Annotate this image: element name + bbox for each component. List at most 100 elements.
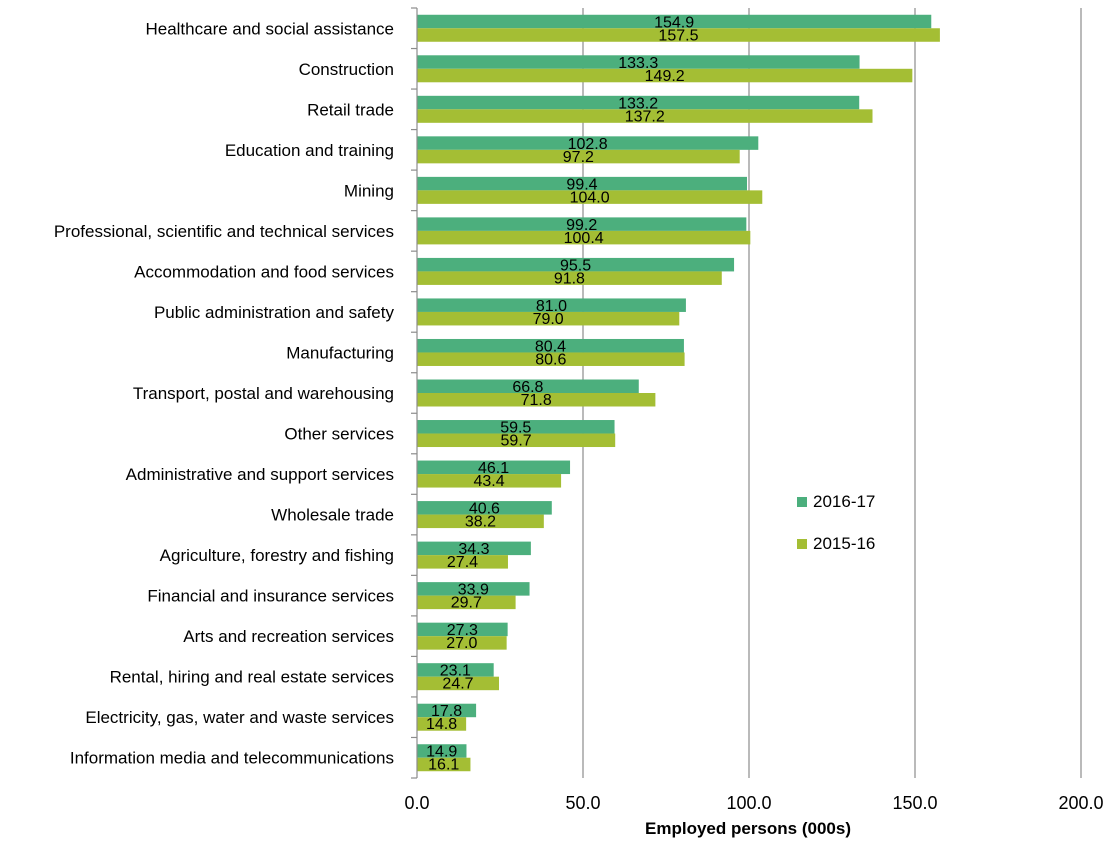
category-label: Retail trade	[307, 100, 394, 119]
data-label: 40.6	[469, 501, 500, 518]
data-label: 133.3	[618, 55, 658, 72]
bar-2016-17	[417, 744, 467, 758]
data-label: 133.2	[618, 95, 658, 112]
bar-2015-16	[417, 555, 508, 569]
bars	[417, 14, 940, 772]
data-label: 154.9	[654, 14, 694, 31]
data-label: 99.4	[566, 176, 597, 193]
bar-2015-16	[417, 311, 680, 326]
data-label: 17.8	[431, 703, 462, 720]
data-label: 80.4	[535, 338, 566, 355]
bar-2015-16	[417, 28, 940, 42]
legend-label: 2016-17	[813, 492, 875, 511]
category-label: Education and training	[225, 141, 394, 160]
bar-2016-17	[417, 582, 530, 596]
data-label: 59.7	[501, 433, 532, 450]
bar-2015-16	[417, 352, 685, 366]
category-label: Financial and insurance services	[147, 587, 394, 606]
category-label: Accommodation and food services	[134, 262, 394, 281]
category-label: Healthcare and social assistance	[145, 19, 394, 38]
data-label: 95.5	[560, 257, 591, 274]
data-label: 27.4	[447, 554, 478, 571]
legend-swatch	[797, 497, 807, 507]
bar-2016-17	[417, 55, 860, 69]
category-label: Transport, postal and warehousing	[133, 384, 394, 403]
data-label: 149.2	[645, 68, 685, 85]
data-label: 14.9	[426, 744, 457, 761]
bar-2015-16	[417, 757, 471, 772]
data-label: 100.4	[564, 230, 604, 247]
data-label: 27.3	[447, 622, 478, 639]
bar-2016-17	[417, 703, 477, 718]
bar-2016-17	[417, 217, 747, 231]
x-tick-label: 200.0	[1058, 793, 1103, 813]
data-label: 137.2	[625, 108, 665, 125]
data-label: 71.8	[521, 392, 552, 409]
category-label: Information media and telecommunications	[70, 749, 394, 768]
bar-2016-17	[417, 136, 759, 150]
data-label: 43.4	[473, 473, 504, 490]
category-label: Rental, hiring and real estate services	[110, 668, 394, 687]
data-label: 91.8	[554, 270, 585, 287]
data-label: 81.0	[536, 298, 567, 315]
bar-2016-17	[417, 338, 684, 353]
category-label: Manufacturing	[286, 343, 394, 362]
x-axis-title: Employed persons (000s)	[645, 819, 851, 838]
bar-2015-16	[417, 68, 913, 83]
category-label: Administrative and support services	[126, 465, 394, 484]
data-label: 23.1	[440, 663, 471, 680]
x-tick-label: 0.0	[404, 793, 429, 813]
data-label: 34.3	[458, 541, 489, 558]
data-label: 97.2	[563, 149, 594, 166]
bar-2015-16	[417, 676, 500, 691]
bar-2016-17	[417, 663, 494, 677]
bar-2015-16	[417, 717, 467, 731]
bar-2015-16	[417, 636, 507, 650]
axes: 0.0 50.0 100.0 150.0 200.0	[404, 7, 1104, 813]
data-label: 14.8	[426, 716, 457, 733]
data-label: 79.0	[533, 311, 564, 328]
bar-2015-16	[417, 230, 751, 245]
category-label: Wholesale trade	[271, 506, 394, 525]
data-label: 104.0	[570, 189, 610, 206]
data-label: 59.5	[500, 420, 531, 437]
data-label: 29.7	[451, 595, 482, 612]
bar-2016-17	[417, 176, 748, 191]
bar-2015-16	[417, 109, 873, 123]
x-tick-label: 50.0	[565, 793, 600, 813]
bar-2015-16	[417, 433, 616, 448]
data-label: 24.7	[442, 676, 473, 693]
x-tick-label: 100.0	[726, 793, 771, 813]
data-label: 80.6	[535, 351, 566, 368]
category-label: Agriculture, forestry and fishing	[160, 546, 394, 565]
legend-swatch	[797, 539, 807, 549]
bar-2015-16	[417, 474, 562, 488]
legend: 2016-17 2015-16	[797, 492, 875, 553]
category-label: Public administration and safety	[154, 303, 395, 322]
bar-2016-17	[417, 541, 531, 556]
category-label: Professional, scientific and technical s…	[54, 222, 394, 241]
bar-2016-17	[417, 298, 686, 312]
data-label: 157.5	[658, 27, 698, 44]
category-label: Mining	[344, 181, 394, 200]
bar-2015-16	[417, 514, 544, 529]
bar-2016-17	[417, 501, 552, 515]
bar-2016-17	[417, 379, 639, 393]
category-label: Electricity, gas, water and waste servic…	[85, 708, 394, 727]
legend-label: 2015-16	[813, 534, 875, 553]
data-label: 33.9	[458, 582, 489, 599]
category-label: Construction	[299, 60, 394, 79]
bar-2016-17	[417, 95, 860, 110]
data-label: 46.1	[478, 460, 509, 477]
labels: Healthcare and social assistance 154.9157…	[54, 14, 699, 773]
x-tick-label: 150.0	[892, 793, 937, 813]
bar-2015-16	[417, 595, 516, 610]
data-label: 27.0	[446, 635, 477, 652]
bar-2016-17	[417, 460, 571, 475]
data-label: 38.2	[465, 514, 496, 531]
category-label: Other services	[284, 425, 394, 444]
data-label: 66.8	[512, 379, 543, 396]
data-label: 102.8	[568, 136, 608, 153]
